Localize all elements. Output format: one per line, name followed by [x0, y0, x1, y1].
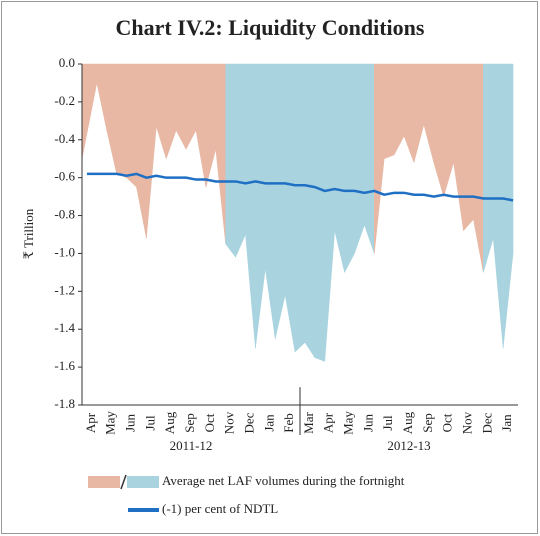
area-segment	[403, 63, 415, 163]
area-segment	[453, 63, 464, 231]
x-tick-label: Jul	[142, 415, 157, 431]
area-segment	[185, 63, 197, 150]
y-tick-label: -1.6	[54, 358, 75, 373]
area-segment	[354, 63, 365, 254]
x-tick-label: Jan	[499, 414, 514, 432]
x-tick-label: Aug	[400, 411, 415, 434]
group-label: 2012-13	[387, 438, 430, 453]
area-segment	[116, 63, 127, 179]
x-tick-label: Nov	[222, 411, 237, 434]
area-segment	[126, 63, 137, 188]
x-tick-label: May	[103, 411, 118, 435]
area-segment	[136, 63, 147, 239]
legend-slash	[120, 474, 127, 490]
area-segment	[423, 63, 435, 163]
legend-label: Average net LAF volumes during the fortn…	[162, 473, 405, 488]
area-segment	[106, 63, 117, 174]
area-segment	[265, 63, 276, 339]
area-segment	[245, 63, 256, 349]
y-tick-label: -0.6	[54, 169, 75, 184]
x-tick-label: Jan	[261, 414, 276, 432]
y-tick-label: -0.4	[54, 131, 75, 146]
area-segment	[463, 63, 474, 232]
area-segment	[165, 63, 177, 159]
area-segment	[374, 63, 385, 254]
ndtl-line	[86, 172, 514, 202]
area-segment	[81, 63, 98, 159]
area-segment	[502, 63, 514, 349]
x-tick-label: Dec	[479, 412, 494, 433]
area-segment	[274, 63, 286, 339]
y-tick-label: -0.8	[54, 207, 75, 222]
area-segment	[344, 63, 355, 273]
area-segment	[96, 63, 108, 131]
y-tick-label: -1.4	[54, 320, 75, 335]
x-tick-label: Nov	[459, 411, 474, 434]
y-axis-label: ₹ Trillion	[21, 208, 36, 259]
area-segment	[195, 63, 207, 188]
x-tick-label: Sep	[420, 413, 435, 433]
x-tick-label: Feb	[281, 413, 296, 433]
area-segment	[235, 63, 246, 258]
area-segment	[393, 63, 405, 156]
legend-swatch	[88, 476, 120, 488]
area-segment	[443, 63, 454, 197]
area-segment	[314, 63, 326, 362]
x-tick-label: Apr	[83, 412, 98, 433]
area-segment	[304, 63, 316, 359]
x-tick-label: Dec	[241, 412, 256, 433]
area-segment	[334, 63, 345, 273]
area-segment	[255, 63, 266, 349]
y-tick-label: -0.2	[54, 93, 75, 108]
area-segment	[413, 63, 425, 163]
area-segment	[225, 63, 236, 258]
area-segment	[215, 63, 226, 244]
area-segment	[473, 63, 484, 273]
area-segment	[492, 63, 504, 349]
x-tick-label: Oct	[202, 413, 217, 432]
x-tick-label: Sep	[182, 413, 197, 433]
area-segment	[205, 63, 217, 188]
x-tick-label: Jun	[123, 413, 138, 432]
area-segment	[324, 63, 335, 362]
area-segment	[284, 63, 296, 352]
x-tick-label: May	[341, 411, 356, 435]
group-label: 2011-12	[170, 438, 213, 453]
y-tick-label: 0.0	[59, 55, 75, 70]
area-segment	[294, 63, 306, 353]
y-tick-label: -1.0	[54, 244, 75, 259]
area-segment	[146, 63, 157, 239]
x-tick-label: Apr	[321, 412, 336, 433]
x-tick-label: Jun	[360, 413, 375, 432]
y-tick-label: -1.2	[54, 282, 75, 297]
area-segment	[175, 63, 187, 150]
legend-label: (-1) per cent of NDTL	[162, 501, 278, 516]
chart-title: Chart IV.2: Liquidity Conditions	[116, 15, 425, 40]
legend-swatch	[127, 476, 159, 488]
area-segment	[383, 63, 395, 160]
area-segment	[433, 63, 444, 197]
area-segment	[156, 63, 167, 159]
x-tick-label: Jul	[380, 415, 395, 431]
area-segment	[364, 63, 375, 254]
area-segment	[483, 63, 494, 273]
x-tick-label: Oct	[440, 413, 455, 432]
y-tick-label: -1.8	[54, 396, 75, 411]
x-tick-label: Aug	[162, 411, 177, 434]
x-tick-label: Mar	[301, 412, 316, 434]
